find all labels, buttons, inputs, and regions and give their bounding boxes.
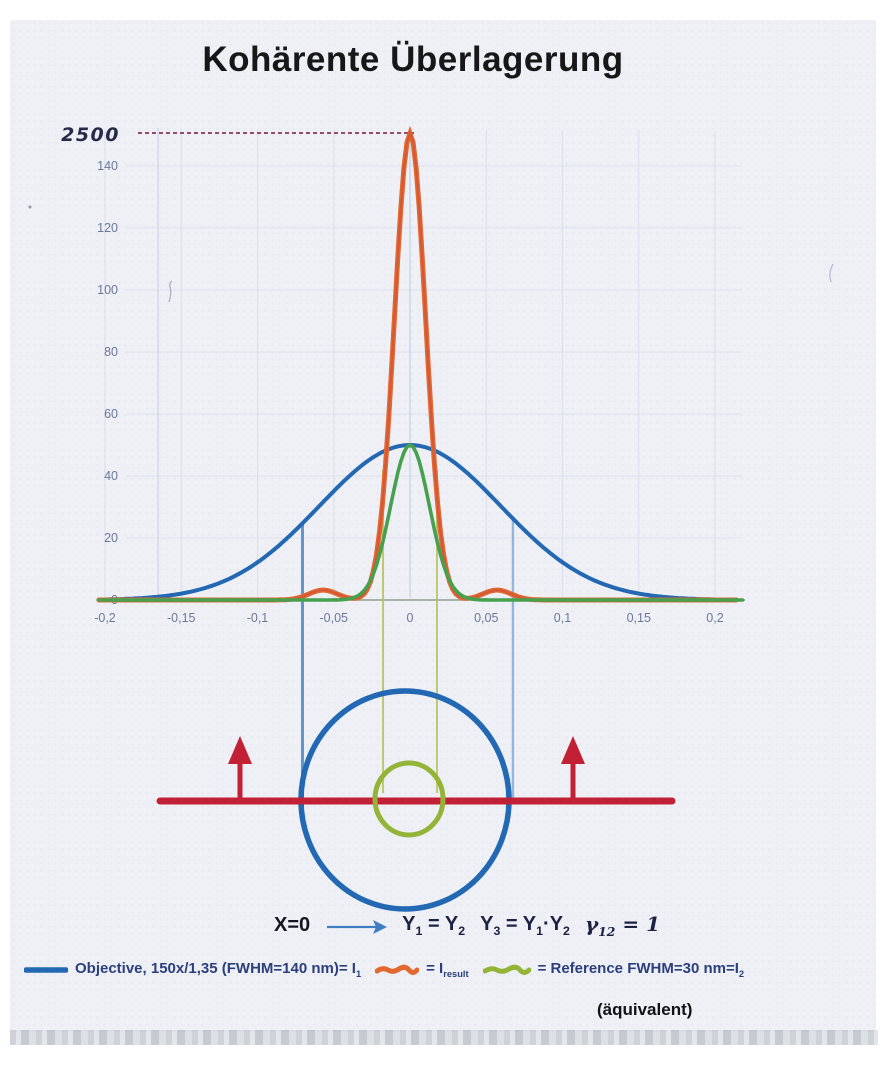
x-tick-label: -0,15 (167, 611, 196, 625)
formula-x0: X=0 (274, 914, 311, 936)
objective-swatch-icon (24, 966, 68, 973)
x-tick-label: 0,2 (706, 611, 723, 625)
formula-eq1: Y1 = Y2 (402, 913, 466, 938)
x-tick-label: 0 (407, 611, 414, 625)
chart-legend: Objective, 150x/1,35 (FWHM=140 nm)= I1 =… (24, 960, 874, 979)
y-tick-label: 120 (97, 221, 118, 235)
legend-label-reference: = Reference FWHM=30 nm=I2 (537, 960, 745, 979)
legend-label-objective: Objective, 150x/1,35 (FWHM=140 nm)= I1 (75, 960, 362, 979)
x-tick-label: 0,15 (627, 611, 651, 625)
x-tick-label: -0,1 (247, 611, 269, 625)
red-arrow-head (561, 736, 585, 764)
legend-note-aequivalent: (äquivalent) (597, 1000, 693, 1019)
scanned-slide-background (10, 20, 876, 1032)
y-tick-label: 40 (104, 469, 118, 483)
scan-speckle (28, 205, 32, 209)
legend-label-result: = Iresult (426, 960, 469, 979)
page-title: Kohärente Überlagerung (202, 40, 624, 79)
x-tick-label: 0,05 (474, 611, 498, 625)
reference-psf-circle (372, 760, 446, 838)
scan-edge-artifact (10, 1030, 878, 1045)
y-tick-label: 140 (97, 159, 118, 173)
x-tick-label: -0,2 (94, 611, 116, 625)
formula-eq2: Y3 = Y1·Y2 (480, 913, 570, 938)
objective-curve (96, 442, 736, 602)
pen-mark (168, 280, 173, 303)
formula-row: X=0 Y1 = Y2 Y3 = Y1·Y2 γ12 = 1 (274, 912, 660, 939)
y-tick-label: 100 (97, 283, 118, 297)
y-tick-label: 60 (104, 407, 118, 421)
y-tick-label: 80 (104, 345, 118, 359)
reference-curve (97, 442, 745, 602)
result-curve (96, 125, 739, 603)
x-tick-label: 0,1 (554, 611, 571, 625)
peak-value-label: 2500 (61, 124, 120, 146)
x-tick-label: -0,05 (320, 611, 349, 625)
right-arrow-icon (327, 919, 388, 934)
pen-mark (829, 263, 834, 283)
reference-swatch-icon (482, 964, 531, 975)
y-tick-label: 20 (104, 531, 118, 545)
result-swatch-icon (375, 964, 420, 975)
formula-eq3: γ12 = 1 (584, 912, 660, 939)
red-arrow-head (228, 736, 252, 764)
